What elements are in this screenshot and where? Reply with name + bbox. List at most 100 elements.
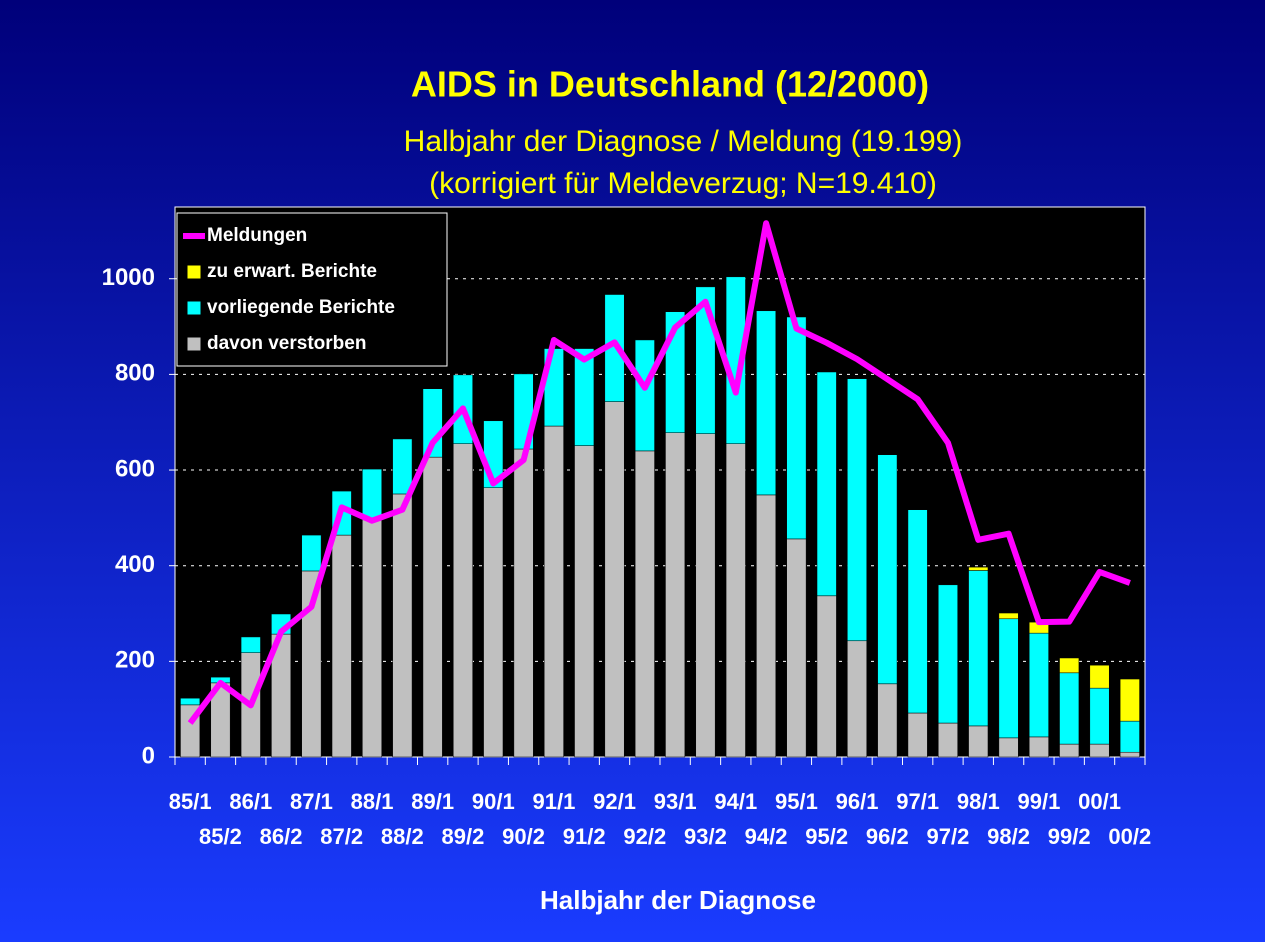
x-tick-label: 99/1 (1017, 789, 1060, 814)
x-tick-label: 92/2 (623, 824, 666, 849)
bar-segment (483, 487, 504, 758)
bar-segment (786, 538, 807, 758)
x-tick-label: 87/2 (320, 824, 363, 849)
bar-segment (938, 584, 958, 724)
legend-label: davon verstorben (207, 333, 366, 354)
bar-segment (877, 683, 898, 758)
bar-segment (968, 566, 989, 571)
bar-segment (816, 595, 837, 758)
x-tick-label: 96/1 (836, 789, 879, 814)
x-tick-label: 95/2 (805, 824, 848, 849)
bar-segment (1059, 672, 1080, 745)
x-tick-label: 89/1 (411, 789, 454, 814)
bar-segment (240, 636, 261, 653)
x-tick-label: 94/2 (745, 824, 788, 849)
y-tick-label: 200 (115, 647, 155, 674)
bar-segment (604, 401, 625, 758)
legend-swatch (186, 336, 202, 352)
x-tick-label: 89/2 (442, 824, 485, 849)
bar-segment (1089, 664, 1110, 689)
line-series (187, 220, 1131, 725)
x-tick-label: 88/1 (351, 789, 394, 814)
y-tick-label: 800 (115, 360, 155, 387)
bar-segment (998, 737, 1019, 758)
chart-title: AIDS in Deutschland (12/2000) (411, 64, 929, 105)
x-tick-label: 92/1 (593, 789, 636, 814)
bar-segment (180, 697, 201, 706)
bar-segment (695, 433, 716, 758)
x-tick-label: 96/2 (866, 824, 909, 849)
bar-segment (331, 534, 352, 758)
legend-label: Meldungen (207, 225, 307, 246)
bar-segment (422, 456, 443, 758)
x-tick-label: 98/2 (987, 824, 1030, 849)
bar-segment (1089, 687, 1110, 745)
legend-swatch (186, 264, 202, 280)
x-tick-label: 91/1 (532, 789, 575, 814)
x-tick-label: 86/2 (260, 824, 303, 849)
x-tick-label: 99/2 (1048, 824, 1091, 849)
legend-label: zu erwart. Berichte (207, 261, 377, 282)
bar-segment (816, 371, 837, 597)
bar-segment (1059, 743, 1080, 758)
bar-segment (574, 348, 595, 446)
y-tick-label: 400 (115, 551, 155, 578)
subtitle: Halbjahr der Diagnose / Meldung (19.199) (404, 125, 963, 158)
bar-segment (1028, 632, 1049, 738)
bar-segment (1119, 678, 1140, 722)
bar-segment (634, 339, 655, 452)
bar-segment (877, 454, 898, 685)
x-tick-label: 91/2 (563, 824, 606, 849)
bar-segment (1119, 751, 1140, 758)
bar-segment (968, 570, 989, 727)
bar-segment (968, 725, 989, 758)
bar-segment (725, 443, 746, 758)
bar-segment (665, 432, 686, 758)
bar-segment (847, 378, 867, 642)
bar-segment (756, 494, 777, 758)
bar-segment (998, 612, 1019, 620)
subtitle: (korrigiert für Meldeverzug; N=19.410) (429, 167, 937, 200)
x-tick-label: 85/2 (199, 824, 242, 849)
bar-segment (847, 640, 867, 758)
x-tick-label: 98/1 (957, 789, 1000, 814)
x-tick-label: 85/1 (169, 789, 212, 814)
x-tick-label: 94/1 (714, 789, 757, 814)
x-tick-label: 95/1 (775, 789, 818, 814)
bar-segment (513, 448, 534, 758)
bar-segment (786, 316, 807, 540)
bar-segment (362, 468, 382, 521)
bar-segment (1059, 657, 1080, 674)
bar-segment (1089, 743, 1110, 758)
x-tick-label: 88/2 (381, 824, 424, 849)
x-tick-label: 93/2 (684, 824, 727, 849)
bar-segment (543, 425, 564, 758)
y-tick-label: 1000 (102, 264, 155, 291)
y-tick-label: 600 (115, 455, 155, 482)
y-tick-label: 0 (142, 742, 155, 769)
bar-segment (392, 493, 413, 758)
bar-segment (362, 519, 382, 758)
bar-segment (1028, 736, 1049, 758)
x-tick-label: 87/1 (290, 789, 333, 814)
x-axis-label: Halbjahr der Diagnose (540, 885, 816, 915)
bar-segment (907, 712, 928, 758)
bar-segment (998, 618, 1019, 739)
bar-segment (634, 450, 655, 758)
legend-box (176, 212, 448, 367)
bar-segment (938, 722, 958, 758)
x-tick-label: 97/1 (896, 789, 939, 814)
bar-segment (301, 534, 322, 572)
bar-segment (907, 509, 928, 714)
bar-segment (453, 443, 473, 758)
x-tick-label: 00/2 (1108, 824, 1151, 849)
x-tick-label: 90/1 (472, 789, 515, 814)
x-tick-label: 00/1 (1078, 789, 1121, 814)
bar-segment (392, 438, 413, 495)
x-tick-label: 97/2 (927, 824, 970, 849)
bar-segment (1119, 720, 1140, 753)
bar-segment (574, 445, 595, 758)
bar-segment (756, 310, 777, 496)
x-tick-label: 86/1 (229, 789, 272, 814)
